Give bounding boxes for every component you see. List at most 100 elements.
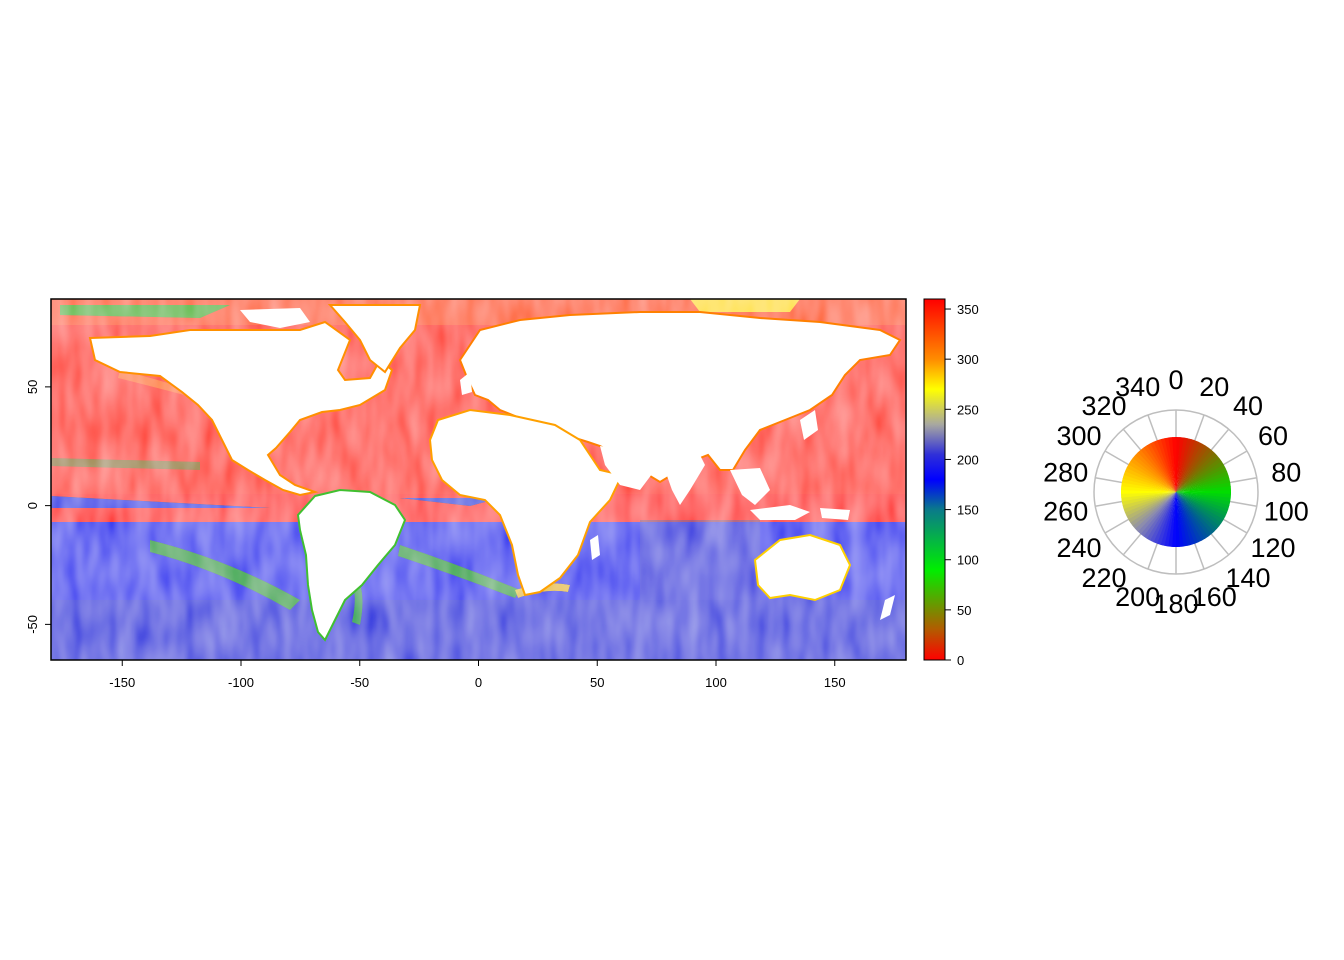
wheel-wedge [1176,449,1215,492]
wheel-wedge [1176,492,1206,541]
wheel-wedge [1121,492,1176,502]
wheel-wedge [1176,492,1220,530]
land-southeast-asia [730,468,770,505]
wheel-wedge [1160,438,1176,492]
wheel-wedge [1121,492,1176,506]
wheel-angle-label: 20 [1199,372,1229,402]
wheel-wedge [1168,437,1176,492]
map-panel: -150 -100 -50 0 50 100 150 -50 0 50 [25,298,907,690]
land-new-guinea [820,508,850,520]
wheel-wedge [1126,464,1176,492]
wheel-wedge [1140,447,1176,492]
wheel-wedge [1140,492,1176,537]
wheel-angle-label: 160 [1192,582,1237,612]
wheel-wedge [1153,440,1176,492]
wheel-wedge [1176,492,1226,520]
wheel-wedge [1176,445,1209,492]
wheel-angle-label: 80 [1271,458,1301,488]
colorbar-tick-label: 0 [957,653,964,668]
y-tick-label: 50 [25,380,40,394]
y-tick-label: 0 [25,502,40,509]
wheel-wedge [1172,437,1177,492]
colorbar-tick-label: 350 [957,302,979,317]
wheel-wedge [1176,492,1188,547]
wheel-wedge [1146,492,1176,541]
wheel-wedge [1176,492,1209,539]
y-axis: -50 0 50 [25,380,51,634]
wheel-wedge [1176,492,1184,547]
wheel-wedge [1176,452,1218,492]
colorbar-tick-label: 250 [957,402,979,417]
land-arabia [600,446,655,490]
wheel-wedge [1137,449,1176,492]
wheel-wedge [1176,492,1222,527]
wheel-wedge [1176,492,1215,535]
wheel-wedge [1146,443,1176,492]
wheel-wedge [1176,443,1206,492]
wheel-wedge [1135,452,1176,492]
wheel-wedge [1134,492,1176,532]
wheel-wedge [1123,492,1176,513]
wheel-wedge [1143,445,1176,492]
x-axis: -150 -100 -50 0 50 100 150 [109,660,846,690]
wheel-wedge [1128,492,1176,523]
wheel-wedge [1126,492,1176,520]
land-indonesia [750,505,810,520]
wheel-wedge [1150,441,1176,492]
colorbar-tick-label: 300 [957,352,979,367]
wheel-angle-label: 260 [1043,496,1088,526]
wheel-wedge [1176,492,1192,546]
land-madagascar [590,535,600,560]
colorbar-tick-label: 200 [957,452,979,467]
colorbar-ticks: 0 50 100 150 200 250 300 350 [945,302,979,668]
land-south-america [296,488,407,642]
wheel-angle-label: 320 [1081,391,1126,421]
wheel-angle-label: 40 [1233,391,1263,421]
wheel-wedge [1176,490,1231,495]
pacific-green-band [51,458,200,470]
x-tick-label: -100 [228,675,254,690]
wheel-wedge [1130,457,1176,492]
wheel-angle-label: 240 [1056,533,1101,563]
green-streak-arctic [60,305,230,318]
colorbar-tick-label: 100 [957,553,979,568]
wheel-angle-label: 140 [1225,563,1270,593]
wheel-wedge [1176,455,1220,492]
land-japan [800,410,818,440]
wheel-wedge [1176,492,1199,544]
wheel-wedge [1176,461,1224,492]
wheel-wedge [1176,447,1212,492]
wheel-wedge [1143,492,1176,539]
x-tick-label: -50 [350,675,369,690]
wheel-wedge [1121,489,1176,494]
wheel-angle-label: 220 [1081,563,1126,593]
wheel-angle-label: 300 [1056,421,1101,451]
land-arctic-islands [240,308,310,328]
x-tick-label: 100 [705,675,727,690]
land-africa [428,408,624,597]
wheel-wedge [1176,492,1224,524]
wheel-wedge [1176,478,1231,492]
wheel-wedge [1125,467,1176,492]
wheel-angle-label: 0 [1168,365,1183,395]
wheel-wedge [1176,492,1202,543]
ocean-southern-ocean [51,600,906,660]
wheel-wedge [1128,460,1176,492]
wheel-wedge [1164,437,1176,492]
x-tick-label: 150 [824,675,846,690]
wheel-angle-label: 200 [1115,582,1160,612]
wheel-wedge [1176,492,1227,517]
wheel-wedge [1176,464,1226,492]
wheel-wedge [1176,492,1217,532]
y-tick-label: -50 [25,615,40,634]
wheel-angle-label: 180 [1153,589,1198,619]
wheel-angle-label: 340 [1115,372,1160,402]
wheel-wedge [1176,440,1199,492]
yellow-streak-arctic [690,299,800,312]
wheel-wedge [1176,482,1231,492]
wheel-angle-label: 280 [1043,458,1088,488]
wheel-wedge [1176,492,1195,546]
wheel-angle-label: 60 [1258,421,1288,451]
